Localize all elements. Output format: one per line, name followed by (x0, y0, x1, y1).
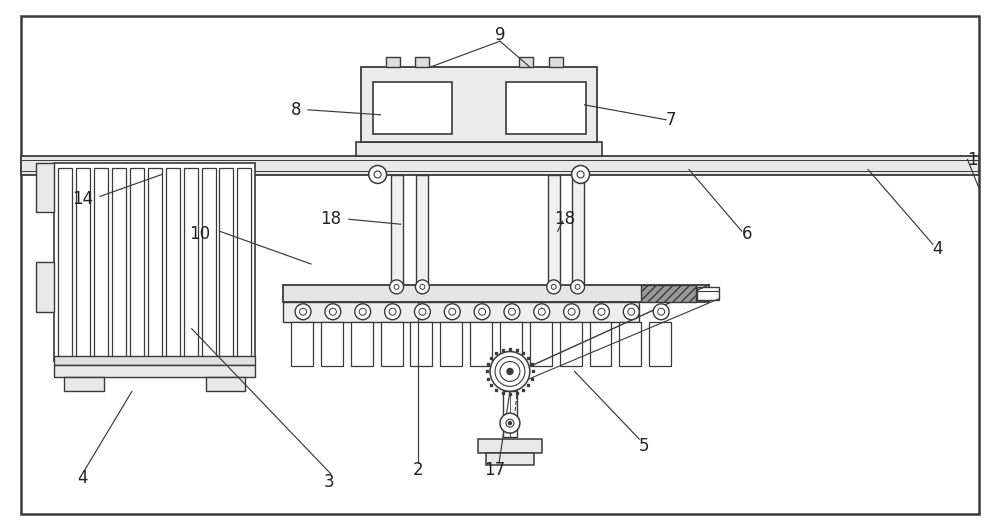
Bar (166, 168, 180, 357)
Bar (291, 322, 313, 367)
Bar (21, 156, 979, 176)
Bar (130, 168, 144, 357)
Circle shape (534, 304, 550, 320)
Text: 18: 18 (320, 210, 341, 228)
Circle shape (490, 352, 530, 391)
Bar (184, 168, 198, 357)
Text: 5: 5 (639, 437, 649, 455)
Bar (530, 322, 552, 367)
Bar (470, 322, 492, 367)
Bar (416, 176, 428, 285)
Circle shape (572, 166, 590, 184)
Bar (410, 322, 432, 367)
Bar (572, 176, 584, 285)
Circle shape (390, 280, 404, 294)
Bar (94, 168, 108, 357)
Circle shape (414, 304, 430, 320)
Bar (548, 176, 560, 285)
Text: 4: 4 (932, 240, 943, 258)
Circle shape (369, 166, 387, 184)
Bar (202, 168, 216, 357)
Bar (697, 287, 719, 300)
Circle shape (547, 280, 561, 294)
Circle shape (507, 369, 513, 375)
Bar (219, 168, 233, 357)
Circle shape (444, 304, 460, 320)
Bar (560, 322, 582, 367)
Bar (58, 168, 72, 357)
Circle shape (325, 304, 341, 320)
Bar (590, 322, 611, 367)
Circle shape (653, 304, 669, 320)
Circle shape (504, 304, 520, 320)
Text: 7: 7 (666, 111, 676, 129)
Bar (549, 57, 563, 67)
Bar (237, 168, 251, 357)
Bar (519, 57, 533, 67)
Bar (440, 322, 462, 367)
Text: 10: 10 (189, 225, 210, 243)
Text: 17: 17 (484, 461, 506, 479)
Bar (478, 439, 542, 453)
Circle shape (415, 280, 429, 294)
Bar (64, 377, 104, 391)
Text: 9: 9 (495, 26, 505, 44)
Circle shape (355, 304, 371, 320)
Bar (283, 302, 639, 322)
Text: 6: 6 (741, 225, 752, 243)
Bar (206, 377, 245, 391)
Circle shape (474, 304, 490, 320)
Bar (386, 57, 400, 67)
Bar (381, 322, 403, 367)
Circle shape (295, 304, 311, 320)
Bar (415, 57, 429, 67)
Bar (361, 67, 597, 142)
Bar (36, 262, 54, 312)
Bar (148, 168, 162, 357)
Text: 1: 1 (967, 151, 978, 169)
Circle shape (385, 304, 401, 320)
Circle shape (508, 422, 511, 425)
Text: 3: 3 (324, 473, 334, 491)
Text: 18: 18 (554, 210, 575, 228)
Bar (112, 168, 126, 357)
Bar (503, 391, 517, 437)
Bar (506, 82, 586, 134)
Text: 4: 4 (77, 469, 87, 487)
Text: 14: 14 (72, 190, 93, 208)
Bar (486, 453, 534, 465)
Text: 2: 2 (413, 461, 424, 479)
Circle shape (500, 413, 520, 433)
Bar (36, 162, 54, 212)
Bar (54, 366, 255, 377)
Bar (641, 285, 696, 302)
Bar (356, 142, 602, 156)
Bar (283, 285, 709, 302)
Bar (76, 168, 90, 357)
Bar (391, 176, 403, 285)
Bar (54, 162, 255, 361)
Bar (500, 322, 522, 367)
Circle shape (623, 304, 639, 320)
Bar (54, 355, 255, 366)
Bar (619, 322, 641, 367)
Bar (321, 322, 343, 367)
Circle shape (564, 304, 580, 320)
Text: 8: 8 (291, 101, 301, 119)
Bar (373, 82, 452, 134)
Circle shape (594, 304, 609, 320)
Circle shape (571, 280, 585, 294)
Bar (649, 322, 671, 367)
Bar (351, 322, 373, 367)
